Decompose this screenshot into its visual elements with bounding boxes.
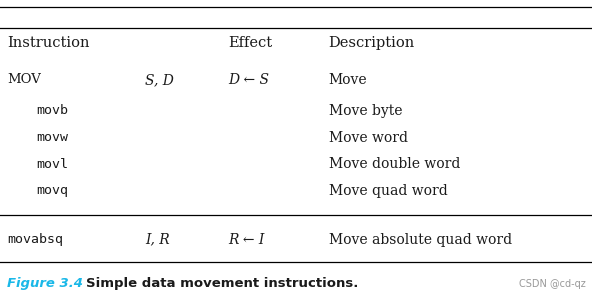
Text: R ← I: R ← I	[228, 233, 264, 247]
Text: D ← S: D ← S	[228, 73, 269, 87]
Text: CSDN @cd-qz: CSDN @cd-qz	[519, 279, 586, 289]
Text: Instruction: Instruction	[7, 36, 89, 50]
Text: movabsq: movabsq	[7, 233, 63, 246]
Text: R: R	[0, 295, 1, 296]
Text: Simple data movement instructions.: Simple data movement instructions.	[86, 277, 358, 290]
Text: MOV: MOV	[7, 73, 41, 86]
Text: Description: Description	[329, 36, 415, 50]
Text: movq: movq	[37, 184, 69, 197]
Text: Move double word: Move double word	[329, 157, 460, 171]
Text: Move quad word: Move quad word	[329, 184, 448, 198]
Text: Move byte: Move byte	[329, 104, 402, 118]
Text: Move absolute quad word: Move absolute quad word	[329, 233, 511, 247]
Text: Move: Move	[329, 73, 367, 87]
Text: S, D: S, D	[145, 73, 174, 87]
Text: Figure 3.4: Figure 3.4	[7, 277, 83, 290]
Text: movl: movl	[37, 158, 69, 171]
Text: Move word: Move word	[329, 131, 407, 145]
Text: D: D	[0, 295, 1, 296]
Text: movw: movw	[37, 131, 69, 144]
Text: I, R: I, R	[145, 233, 170, 247]
Text: Effect: Effect	[228, 36, 272, 50]
Text: movb: movb	[37, 104, 69, 118]
